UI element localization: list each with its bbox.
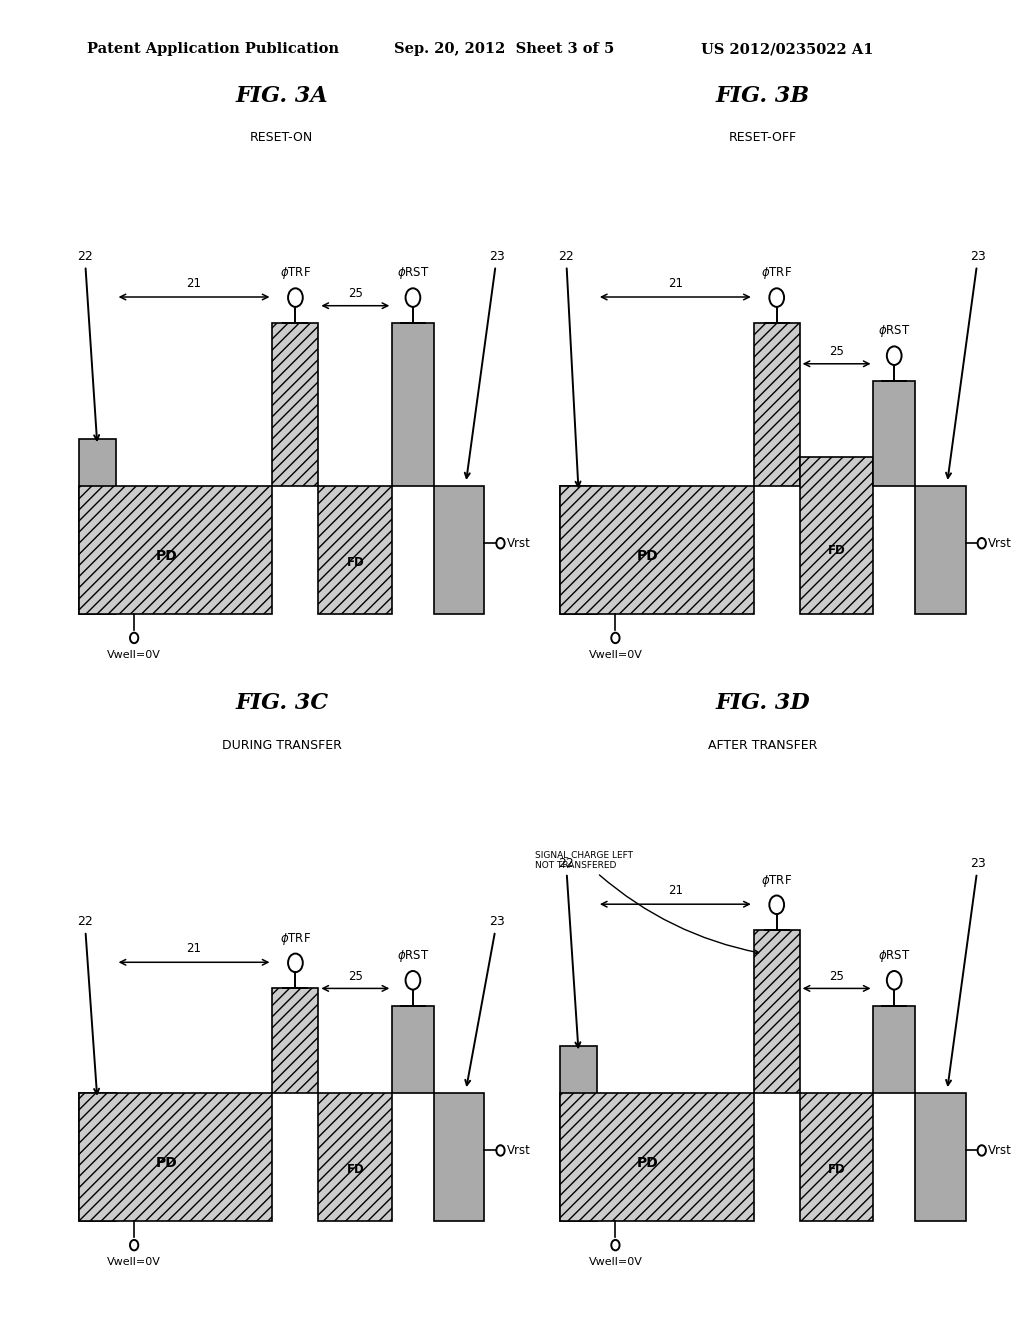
Text: $\phi$TRF: $\phi$TRF <box>761 873 793 888</box>
Text: Vrst: Vrst <box>507 1144 530 1156</box>
Text: Vrst: Vrst <box>988 537 1012 549</box>
Text: 22: 22 <box>558 857 581 1047</box>
Text: RESET-OFF: RESET-OFF <box>729 132 797 144</box>
Bar <box>318 486 392 614</box>
Bar <box>392 1006 434 1093</box>
Bar <box>915 1093 966 1221</box>
Bar <box>79 1093 272 1221</box>
Text: 23: 23 <box>465 915 505 1085</box>
Text: $\phi$RST: $\phi$RST <box>396 948 429 964</box>
Bar <box>79 1093 116 1221</box>
Text: FD: FD <box>827 1163 846 1176</box>
Bar <box>754 323 800 486</box>
Text: Vwell=0V: Vwell=0V <box>108 1257 161 1267</box>
Text: $\phi$RST: $\phi$RST <box>396 265 429 281</box>
Bar <box>873 381 915 486</box>
Text: PD: PD <box>637 1156 658 1171</box>
Text: FD: FD <box>346 1163 365 1176</box>
Text: FIG. 3B: FIG. 3B <box>716 84 810 107</box>
Bar <box>434 486 484 614</box>
Bar <box>272 323 318 486</box>
Bar <box>318 1093 392 1221</box>
Text: PD: PD <box>156 549 177 564</box>
Text: 21: 21 <box>668 277 683 290</box>
Text: 22: 22 <box>77 249 99 440</box>
Bar <box>560 486 597 614</box>
Text: 25: 25 <box>829 345 844 358</box>
Bar <box>560 1047 597 1221</box>
Text: 23: 23 <box>946 249 986 478</box>
Bar <box>79 440 116 614</box>
Bar <box>800 1093 873 1221</box>
Text: Patent Application Publication: Patent Application Publication <box>87 42 339 57</box>
Text: Vrst: Vrst <box>988 1144 1012 1156</box>
Text: 23: 23 <box>946 857 986 1085</box>
Text: 25: 25 <box>348 970 362 982</box>
Bar <box>560 1093 754 1221</box>
Text: $\phi$TRF: $\phi$TRF <box>761 265 793 281</box>
Bar <box>873 1006 915 1093</box>
Text: Vrst: Vrst <box>507 537 530 549</box>
Bar <box>392 323 434 486</box>
Text: Sep. 20, 2012  Sheet 3 of 5: Sep. 20, 2012 Sheet 3 of 5 <box>394 42 614 57</box>
Text: RESET-ON: RESET-ON <box>250 132 313 144</box>
Text: $\phi$TRF: $\phi$TRF <box>280 265 311 281</box>
Bar <box>79 486 272 614</box>
Text: 21: 21 <box>668 884 683 898</box>
Text: $\phi$TRF: $\phi$TRF <box>280 931 311 946</box>
Bar <box>915 486 966 614</box>
Bar <box>434 1093 484 1221</box>
Text: 23: 23 <box>465 249 505 478</box>
Text: 25: 25 <box>348 286 362 300</box>
Text: FIG. 3C: FIG. 3C <box>236 692 328 714</box>
Bar <box>800 457 873 614</box>
Text: Vwell=0V: Vwell=0V <box>589 649 642 660</box>
Text: 25: 25 <box>829 970 844 982</box>
Text: Vwell=0V: Vwell=0V <box>108 649 161 660</box>
Bar <box>754 931 800 1093</box>
Text: FIG. 3A: FIG. 3A <box>236 84 328 107</box>
Text: 21: 21 <box>186 942 202 956</box>
Text: FIG. 3D: FIG. 3D <box>716 692 810 714</box>
Bar <box>560 486 754 614</box>
Text: US 2012/0235022 A1: US 2012/0235022 A1 <box>701 42 873 57</box>
Text: FD: FD <box>827 544 846 557</box>
Text: SIGNAL CHARGE LEFT
NOT TRANSFERED: SIGNAL CHARGE LEFT NOT TRANSFERED <box>535 851 759 954</box>
Bar <box>272 989 318 1093</box>
Text: DURING TRANSFER: DURING TRANSFER <box>221 739 342 751</box>
Text: $\phi$RST: $\phi$RST <box>878 948 910 964</box>
Text: PD: PD <box>156 1156 177 1171</box>
Text: $\phi$RST: $\phi$RST <box>878 323 910 339</box>
Text: 21: 21 <box>186 277 202 290</box>
Text: 22: 22 <box>77 915 99 1094</box>
Text: Vwell=0V: Vwell=0V <box>589 1257 642 1267</box>
Text: FD: FD <box>346 556 365 569</box>
Text: PD: PD <box>637 549 658 564</box>
Text: AFTER TRANSFER: AFTER TRANSFER <box>709 739 817 751</box>
Text: 22: 22 <box>558 249 581 487</box>
